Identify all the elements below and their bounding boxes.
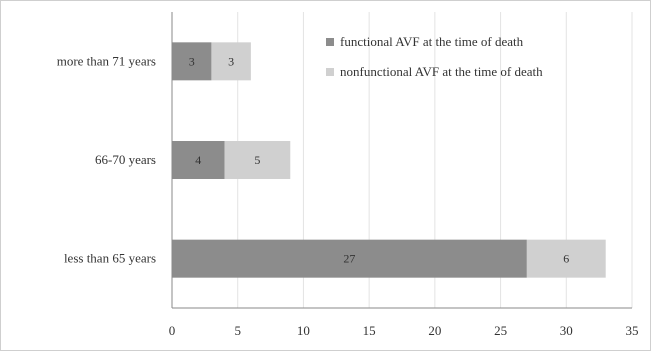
x-tick-label: 35	[626, 323, 639, 338]
x-tick-label: 30	[560, 323, 573, 338]
legend-swatch	[326, 68, 334, 76]
legend-entry: functional AVF at the time of death	[340, 34, 524, 49]
bar-nonfunctional	[526, 239, 606, 278]
labels: 0 5 10 15 20 25 30 35 27 6 less than 65 years 4 5 66-…	[57, 53, 639, 338]
axes	[171, 12, 632, 309]
bar-functional	[172, 42, 212, 81]
x-tick-label: 15	[363, 323, 376, 338]
data-label: 4	[195, 153, 201, 167]
x-tick-label: 25	[494, 323, 507, 338]
data-label: 5	[254, 153, 260, 167]
bar-nonfunctional	[224, 141, 291, 179]
legend-swatch	[326, 38, 334, 46]
bars	[172, 42, 606, 278]
legend: functional AVF at the time of death nonfu…	[326, 34, 543, 79]
bar-nonfunctional	[211, 42, 251, 81]
bar-functional	[172, 239, 527, 278]
bar-functional	[172, 141, 225, 179]
x-tick-label: 5	[234, 323, 241, 338]
x-tick-label: 0	[169, 323, 176, 338]
x-tick-label: 10	[297, 323, 310, 338]
category-label: less than 65 years	[64, 251, 156, 266]
category-label: 66-70 years	[95, 152, 156, 167]
legend-entry: nonfunctional AVF at the time of death	[340, 64, 543, 79]
x-tick-label: 20	[428, 323, 441, 338]
data-label: 6	[563, 252, 569, 266]
data-label: 3	[189, 54, 195, 68]
category-label: more than 71 years	[57, 53, 156, 68]
data-label: 27	[343, 252, 355, 266]
data-label: 3	[228, 54, 234, 68]
